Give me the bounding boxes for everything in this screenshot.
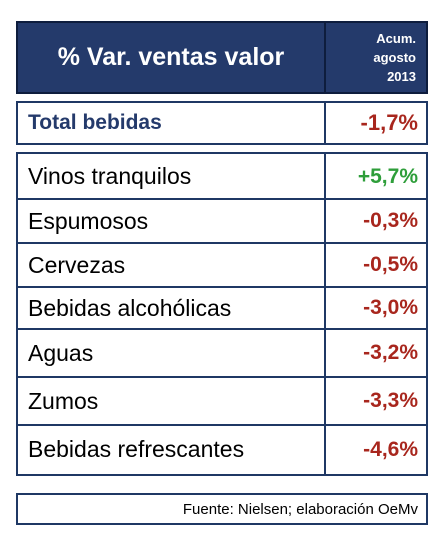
total-label: Total bebidas (28, 111, 162, 134)
table-row: Bebidas refrescantes -4,6% (18, 425, 426, 474)
row-divider (324, 243, 326, 287)
row-label: Aguas (28, 339, 94, 366)
source-note: Fuente: Nielsen; elaboración OeMv (182, 500, 418, 518)
row-divider (324, 287, 326, 329)
row-separator (18, 328, 426, 330)
row-label: Bebidas refrescantes (28, 436, 245, 462)
row-separator (18, 286, 426, 288)
table-header: % Var. ventas valor Acum. agosto 2013 (16, 21, 428, 94)
row-label: Cervezas (28, 251, 126, 278)
row-value: -3,2% (363, 341, 418, 364)
table-row: Bebidas alcohólicas -3,0% (18, 287, 426, 329)
row-value: -0,3% (363, 209, 418, 232)
row-value: -4,6% (363, 437, 418, 461)
table-row: Vinos tranquilos +5,7% (18, 154, 426, 199)
row-divider (324, 377, 326, 425)
table-title: % Var. ventas valor (57, 43, 285, 71)
row-divider (324, 329, 326, 377)
row-label: Zumos (28, 387, 99, 414)
table-row: Espumosos -0,3% (18, 199, 426, 243)
header-divider (324, 23, 326, 92)
row-value: -0,5% (363, 253, 418, 276)
table-row: Zumos -3,3% (18, 377, 426, 425)
row-divider (324, 199, 326, 243)
total-divider (324, 103, 326, 143)
table-row: Aguas -3,2% (18, 329, 426, 377)
period-line-3: 2013 (387, 69, 416, 84)
row-label: Vinos tranquilos (28, 163, 192, 189)
period-line-1: Acum. (376, 31, 416, 46)
row-separator (18, 424, 426, 426)
source-box: Fuente: Nielsen; elaboración OeMv (16, 493, 428, 525)
total-value: -1,7% (360, 110, 418, 135)
period-line-2: agosto (373, 50, 416, 65)
table-row: Cervezas -0,5% (18, 243, 426, 287)
row-separator (18, 242, 426, 244)
row-divider (324, 425, 326, 474)
row-value: -3,3% (363, 389, 418, 412)
row-separator (18, 376, 426, 378)
row-value: -3,0% (363, 296, 418, 319)
category-table: Vinos tranquilos +5,7% Espumosos -0,3% Cerve… (16, 152, 428, 476)
row-separator (18, 198, 426, 200)
total-row: Total bebidas -1,7% (16, 101, 428, 145)
period-header: Acum. agosto 2013 (326, 23, 426, 92)
row-label: Bebidas alcohólicas (28, 294, 232, 321)
row-value: +5,7% (357, 164, 418, 188)
row-label: Espumosos (28, 207, 149, 234)
row-divider (324, 154, 326, 199)
